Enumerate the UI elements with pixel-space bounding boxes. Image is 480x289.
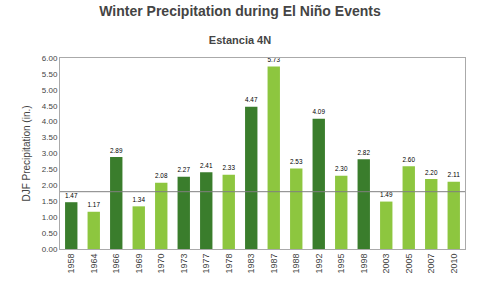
svg-text:2005: 2005 (404, 254, 414, 274)
svg-text:1973: 1973 (179, 254, 189, 274)
svg-text:2.89: 2.89 (110, 147, 123, 154)
svg-text:1995: 1995 (336, 254, 346, 274)
svg-text:4.47: 4.47 (245, 96, 258, 103)
svg-text:1992: 1992 (314, 254, 324, 274)
svg-text:2.82: 2.82 (358, 149, 371, 156)
svg-text:1.49: 1.49 (380, 191, 393, 198)
svg-text:1.00: 1.00 (42, 213, 58, 222)
svg-text:1.17: 1.17 (88, 201, 101, 208)
svg-text:2.00: 2.00 (42, 181, 58, 190)
svg-text:5.50: 5.50 (42, 70, 58, 79)
svg-text:2010: 2010 (449, 254, 459, 274)
svg-text:5.00: 5.00 (42, 86, 58, 95)
svg-text:4.09: 4.09 (313, 108, 326, 115)
svg-text:2.41: 2.41 (200, 162, 213, 169)
svg-text:6.00: 6.00 (42, 54, 58, 63)
svg-text:4.50: 4.50 (42, 102, 58, 111)
svg-text:2.30: 2.30 (335, 165, 348, 172)
svg-text:1978: 1978 (224, 254, 234, 274)
svg-text:1.34: 1.34 (133, 196, 146, 203)
svg-text:0.50: 0.50 (42, 229, 58, 238)
svg-text:1998: 1998 (359, 254, 369, 274)
svg-text:2.33: 2.33 (223, 164, 236, 171)
svg-text:2.50: 2.50 (42, 165, 58, 174)
svg-text:0.00: 0.00 (42, 245, 58, 254)
svg-text:1964: 1964 (89, 254, 99, 274)
svg-text:1.50: 1.50 (42, 197, 58, 206)
svg-text:2.08: 2.08 (155, 172, 168, 179)
svg-text:5.73: 5.73 (268, 56, 281, 63)
svg-text:1977: 1977 (201, 254, 211, 274)
svg-text:2.60: 2.60 (403, 156, 416, 163)
svg-text:3.50: 3.50 (42, 133, 58, 142)
svg-text:1969: 1969 (134, 254, 144, 274)
svg-text:1970: 1970 (156, 254, 166, 274)
svg-text:3.00: 3.00 (42, 149, 58, 158)
svg-text:2007: 2007 (426, 254, 436, 274)
svg-text:4.00: 4.00 (42, 117, 58, 126)
svg-text:1958: 1958 (66, 254, 76, 274)
svg-text:Estancia 4N: Estancia 4N (209, 34, 271, 46)
svg-text:2.11: 2.11 (448, 171, 461, 178)
svg-text:1987: 1987 (269, 254, 279, 274)
svg-text:1988: 1988 (291, 254, 301, 274)
svg-text:2.27: 2.27 (178, 166, 191, 173)
svg-text:1.47: 1.47 (65, 192, 78, 199)
svg-text:Winter Precipitation during El: Winter Precipitation during El Niño Even… (99, 3, 381, 19)
svg-text:2.20: 2.20 (425, 169, 438, 176)
svg-text:2003: 2003 (381, 254, 391, 274)
svg-text:1966: 1966 (111, 254, 121, 274)
svg-text:1983: 1983 (246, 254, 256, 274)
svg-text:2.53: 2.53 (290, 158, 303, 165)
svg-text:DJF Precipitation (in.): DJF Precipitation (in.) (21, 105, 32, 201)
